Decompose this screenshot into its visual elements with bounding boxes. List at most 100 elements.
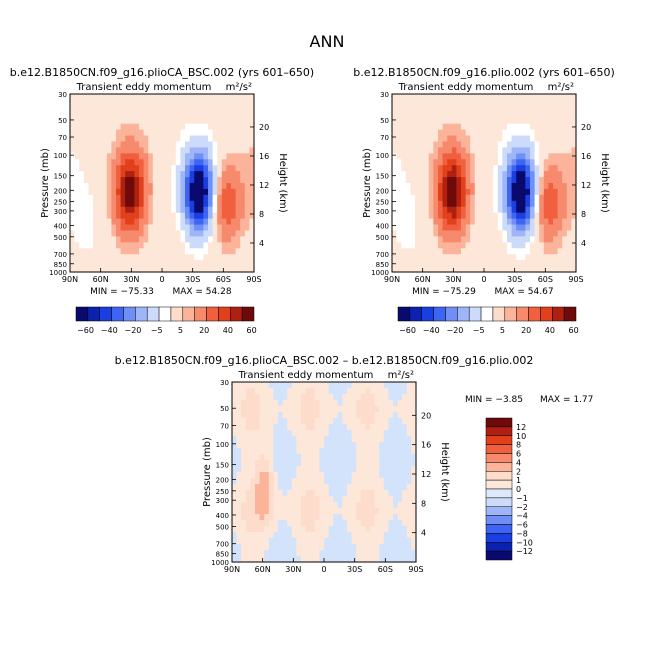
heatmap-cell	[185, 165, 191, 172]
heatmap-cell	[438, 147, 444, 154]
heatmap-cell	[194, 242, 200, 249]
heatmap-cell	[562, 254, 568, 261]
heatmap-cell	[296, 478, 302, 485]
heatmap-cell	[166, 200, 172, 208]
heatmap-cell	[370, 544, 376, 551]
heatmap-cell	[520, 147, 526, 154]
heatmap-cell	[470, 242, 476, 249]
heatmap-cell	[74, 129, 80, 137]
heatmap-cell	[250, 436, 256, 443]
colorbar-label: −40	[101, 326, 118, 335]
heatmap-cell	[305, 478, 311, 485]
heatmap-cell	[125, 165, 131, 172]
heatmap-cell	[374, 520, 380, 527]
colorbar-label: 5	[500, 326, 505, 335]
heatmap-cell	[484, 248, 490, 255]
heatmap-cell	[401, 117, 407, 125]
heatmap-cell	[497, 218, 503, 226]
heatmap-cell	[507, 105, 513, 113]
heatmap-cell	[511, 99, 517, 107]
heatmap-cell	[241, 442, 247, 449]
heatmap-cell	[502, 224, 508, 232]
heatmap-cell	[397, 490, 403, 497]
heatmap-cell	[296, 508, 302, 515]
heatmap-cell	[396, 123, 402, 131]
heatmap-cell	[116, 153, 122, 160]
heatmap-cell	[278, 520, 284, 527]
heatmap-cell	[189, 159, 195, 166]
heatmap-cell	[116, 99, 122, 107]
y-tick-label: 150	[216, 462, 229, 470]
heatmap-cell	[102, 254, 108, 261]
heatmap-cell	[185, 266, 191, 273]
heatmap-cell	[392, 177, 398, 184]
heatmap-cell	[516, 242, 522, 249]
heatmap-cell	[392, 212, 398, 220]
heatmap-cell	[245, 424, 251, 431]
heatmap-cell	[232, 520, 238, 527]
heatmap-cell	[365, 538, 371, 545]
heatmap-cell	[152, 141, 158, 148]
heatmap-cell	[208, 123, 214, 131]
heatmap-cell	[396, 248, 402, 255]
heatmap-cell	[194, 183, 200, 190]
heatmap-cell	[250, 400, 256, 407]
heatmap-cell	[337, 442, 343, 449]
heatmap-cell	[88, 117, 94, 125]
heatmap-cell	[241, 466, 247, 473]
heatmap-cell	[245, 418, 251, 425]
heatmap-cell	[180, 117, 186, 125]
heatmap-cell	[70, 159, 76, 166]
heatmap-cell	[456, 183, 462, 190]
heatmap-cell	[456, 236, 462, 243]
heatmap-cell	[392, 135, 398, 143]
heatmap-cell	[401, 141, 407, 148]
heatmap-cell	[189, 260, 195, 267]
heatmap-cell	[397, 472, 403, 479]
heatmap-cell	[203, 147, 209, 154]
heatmap-cell	[451, 188, 457, 196]
heatmap-cell	[438, 236, 444, 243]
colorbar-swatch	[445, 306, 458, 322]
heatmap-cell	[370, 418, 376, 425]
heatmap-cell	[264, 388, 270, 395]
heatmap-cell	[314, 526, 320, 533]
heatmap-cell	[328, 526, 334, 533]
heatmap-cell	[401, 99, 407, 107]
heatmap-cell	[351, 436, 357, 443]
heatmap-cell	[301, 478, 307, 485]
heatmap-cell	[347, 418, 353, 425]
heatmap-cell	[79, 236, 85, 243]
heatmap-cell	[314, 484, 320, 491]
heatmap-cell	[405, 183, 411, 190]
heatmap-cell	[324, 508, 330, 515]
heatmap-cell	[347, 388, 353, 395]
heatmap-cell	[143, 266, 149, 273]
heatmap-cell	[259, 538, 265, 545]
heatmap-cell	[383, 484, 389, 491]
heatmap-cell	[203, 266, 209, 273]
heatmap-cell	[333, 526, 339, 533]
field-title: Transient eddy momentum	[76, 82, 212, 93]
heatmap-cell	[337, 412, 343, 419]
heatmap-cell	[479, 230, 485, 237]
heatmap-cell	[305, 424, 311, 431]
heatmap-cell	[305, 454, 311, 461]
heatmap-cell	[282, 424, 288, 431]
heatmap-cell	[241, 448, 247, 455]
heatmap-cell	[401, 242, 407, 249]
heatmap-cell	[520, 177, 526, 184]
heatmap-cell	[240, 165, 246, 172]
heatmap-cell	[250, 508, 256, 515]
heatmap-cell	[451, 171, 457, 178]
heatmap-cell	[120, 117, 126, 125]
heatmap-cell	[484, 147, 490, 154]
heatmap-cell	[134, 165, 140, 172]
heatmap-cell	[433, 94, 439, 101]
heatmap-cell	[405, 153, 411, 160]
x-tick-label: 30N	[285, 565, 301, 574]
heatmap-cell	[232, 484, 238, 491]
heatmap-cell	[360, 472, 366, 479]
heatmap-cell	[451, 194, 457, 202]
heatmap-cell	[152, 236, 158, 243]
